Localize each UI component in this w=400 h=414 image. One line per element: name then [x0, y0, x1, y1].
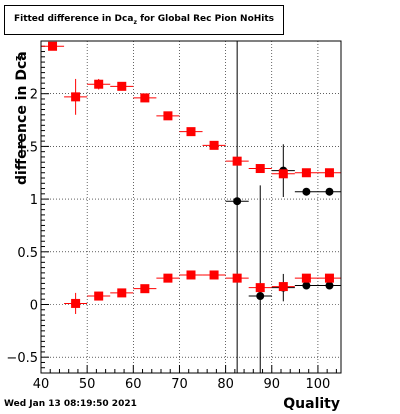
plot-frame [40, 40, 342, 374]
data-point [117, 288, 127, 298]
data-point [71, 298, 81, 308]
data-point [255, 283, 265, 293]
data-point [140, 284, 150, 294]
data-point [325, 187, 334, 196]
data-point [163, 273, 173, 283]
x-tick-label: 40 [33, 377, 50, 392]
data-point [324, 168, 334, 178]
data-point [256, 292, 265, 301]
data-point [186, 127, 196, 137]
data-point [232, 156, 242, 166]
chart-title-box: Fitted difference in Dcaz for Global Rec… [4, 5, 284, 35]
y-tick-label: 0 [30, 298, 38, 313]
x-tick-label: 80 [217, 377, 234, 392]
data-point [48, 41, 58, 51]
data-point [233, 197, 242, 206]
x-tick-label: 60 [125, 377, 142, 392]
data-point [302, 187, 311, 196]
chart-title-main: Fitted difference in Dca [13, 14, 134, 24]
data-point [325, 281, 334, 290]
data-point [209, 270, 219, 280]
data-point [209, 140, 219, 150]
data-point [94, 79, 104, 89]
data-point [186, 270, 196, 280]
x-axis-label: Quality [283, 396, 340, 412]
data-point [302, 281, 311, 290]
data-point [301, 273, 311, 283]
data-point [324, 273, 334, 283]
data-point [278, 169, 288, 179]
timestamp-footer: Wed Jan 13 08:19:50 2021 [4, 399, 137, 409]
x-tick-label: 50 [79, 377, 96, 392]
y-axis-label: difference in Dca [14, 51, 30, 185]
series-group [41, 41, 341, 314]
y-tick-label: 2 [30, 88, 38, 103]
data-point [140, 93, 150, 103]
data-point [94, 291, 104, 301]
data-point [71, 92, 81, 102]
chart-title: Fitted difference in Dcaz for Global Rec… [5, 14, 283, 26]
data-point [163, 111, 173, 121]
data-point [301, 168, 311, 178]
data-point [255, 164, 265, 174]
x-tick-label: 70 [171, 377, 188, 392]
plot-frame-border [40, 40, 342, 374]
y-axis-label-subscript: z [14, 55, 24, 61]
y-tick-label: −0.5 [6, 351, 38, 366]
series-group [225, 41, 341, 373]
y-tick-label: 1.5 [17, 140, 38, 155]
y-tick-label: 0.5 [17, 246, 38, 261]
x-tick-label: 90 [263, 377, 280, 392]
data-point [278, 282, 288, 292]
data-point [117, 81, 127, 91]
y-tick-label: 1 [30, 193, 38, 208]
data-point [232, 273, 242, 283]
x-tick-label: 100 [306, 377, 331, 392]
chart-title-subscript: z [133, 18, 137, 26]
chart-title-suffix: for Global Rec Pion NoHits [136, 14, 275, 24]
